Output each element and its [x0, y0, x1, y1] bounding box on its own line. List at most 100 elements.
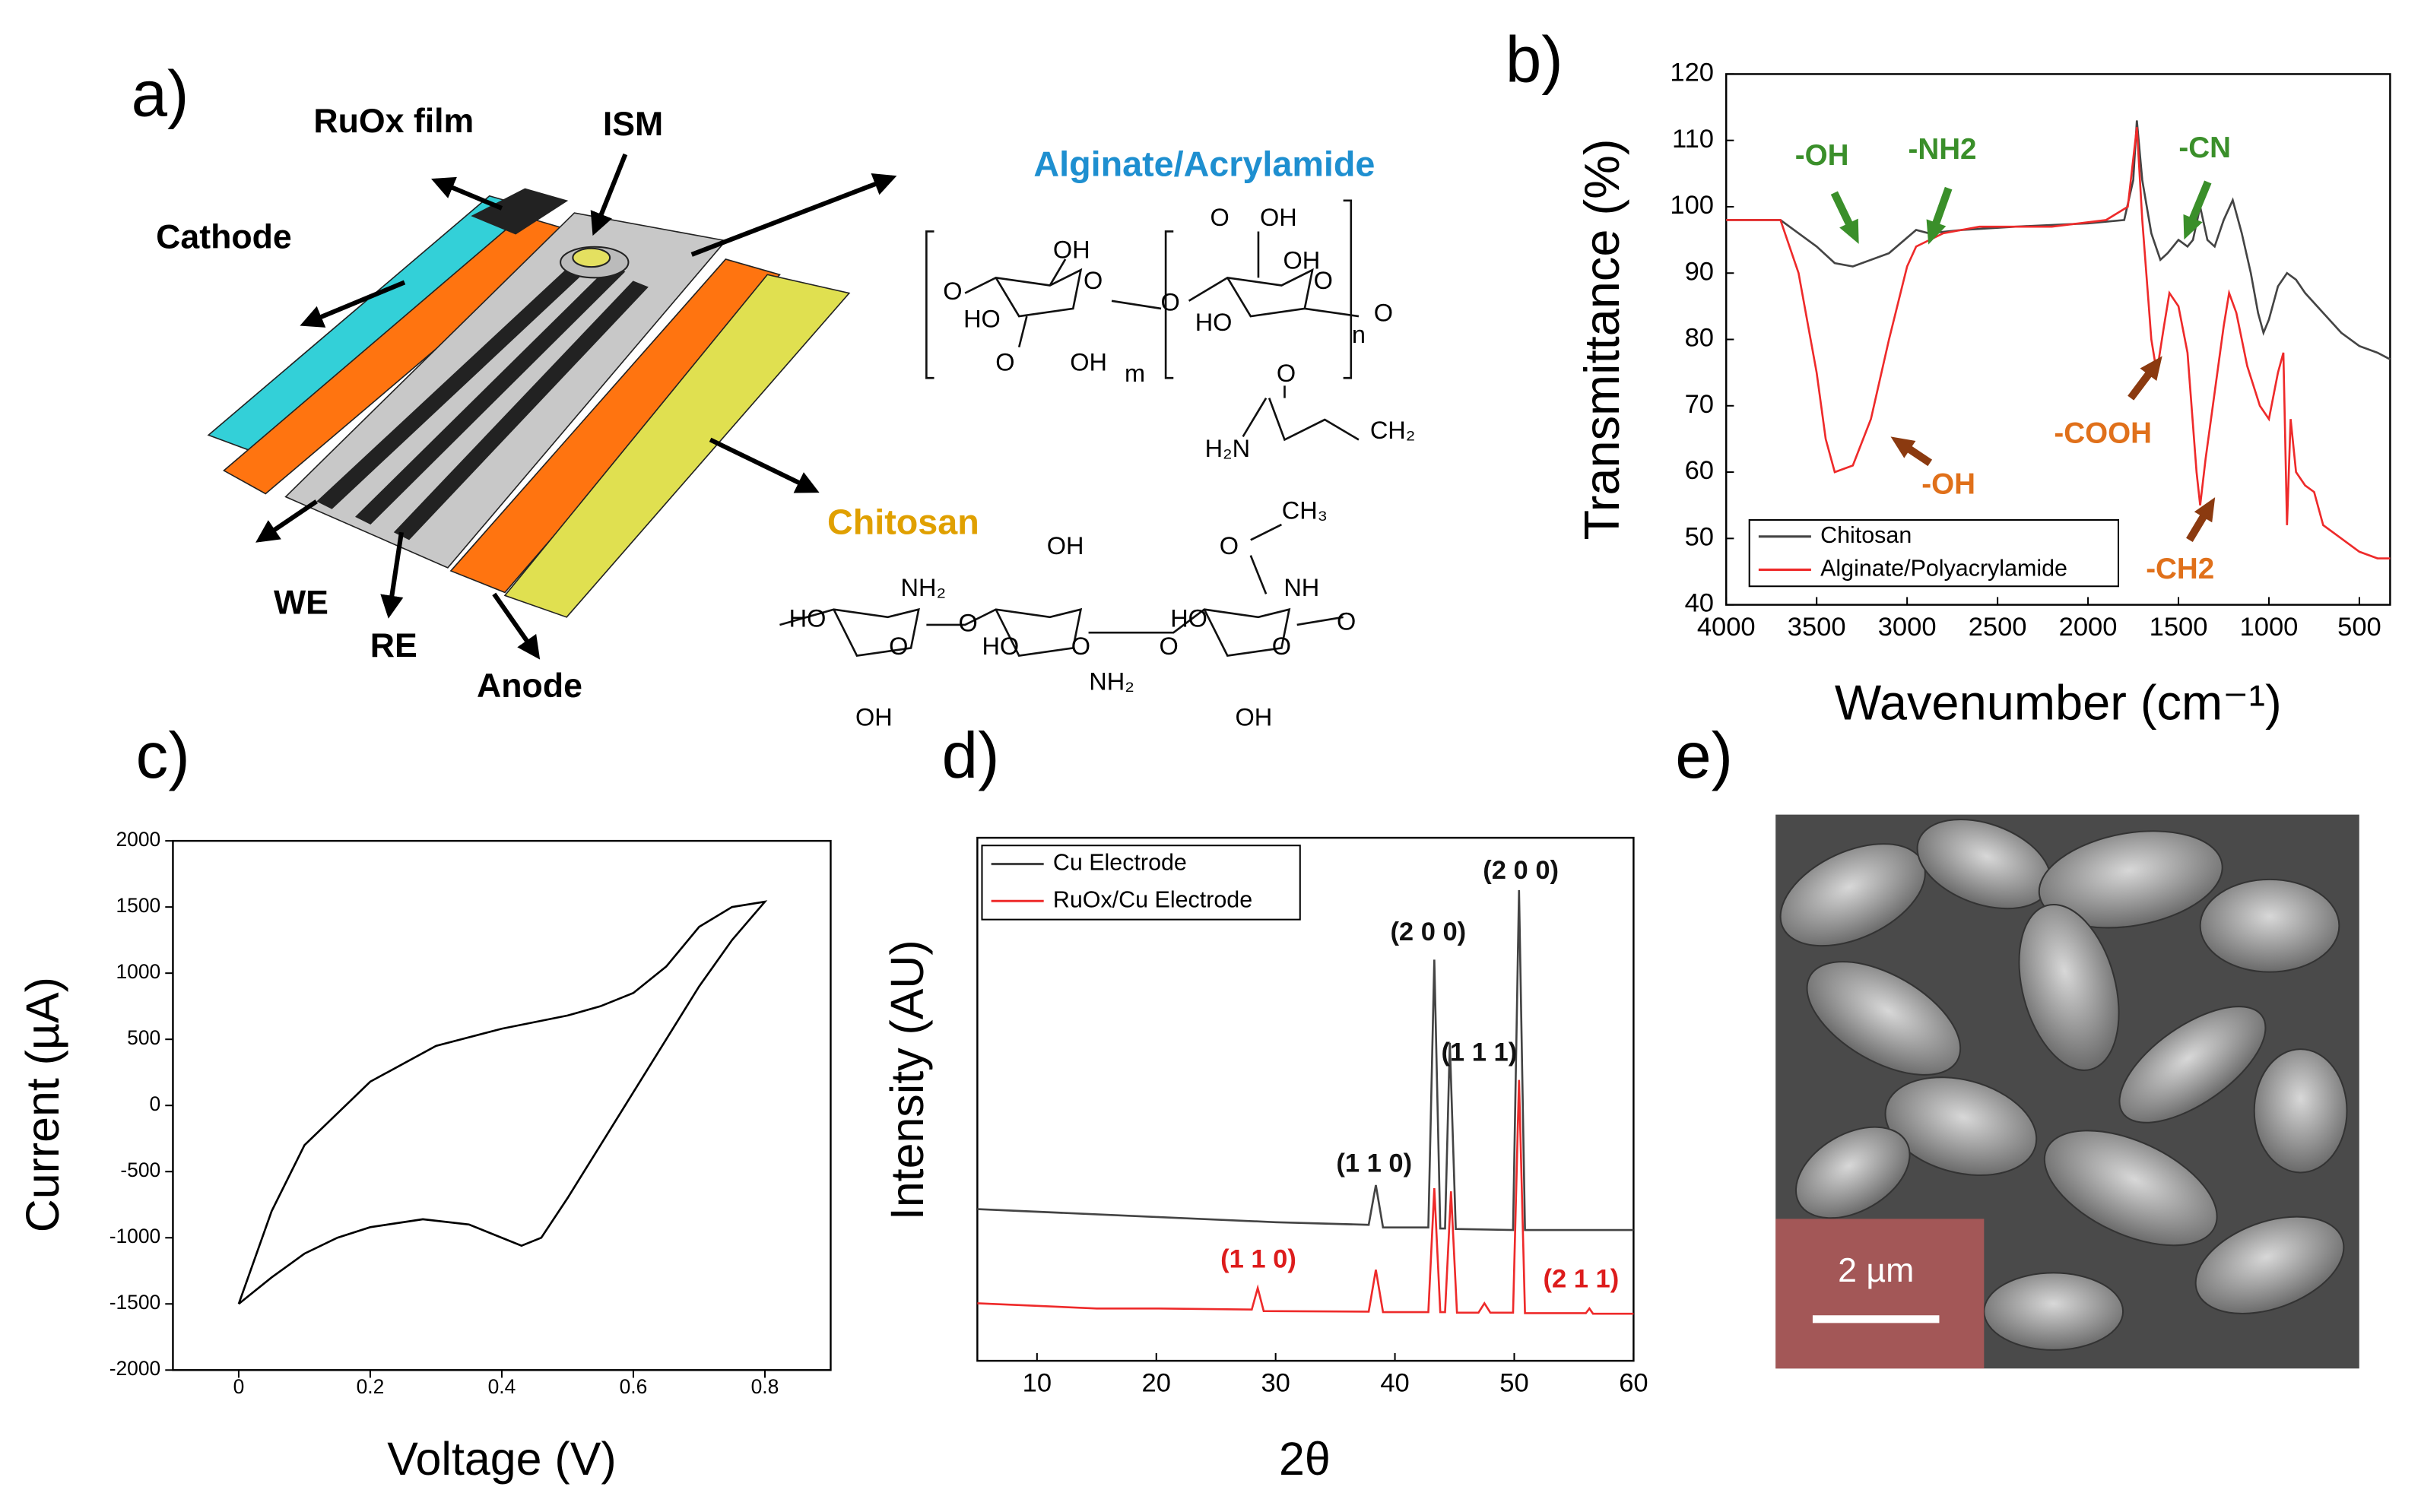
atom-label: OH [1260, 204, 1297, 231]
x-tick-label: 0.4 [488, 1375, 516, 1398]
y-axis-label: Transmittance (%) [1574, 138, 1629, 540]
structure-bonds [779, 199, 1360, 658]
x-axis-label: Voltage (V) [387, 1433, 616, 1485]
x-axis-label: 2θ [1279, 1433, 1331, 1485]
panel-label: d) [942, 720, 1000, 792]
annotation: -COOH [2054, 417, 2152, 450]
device-label: Cathode [156, 218, 292, 255]
y-tick-label: 60 [1685, 456, 1714, 485]
series-line [977, 1079, 1634, 1315]
y-tick-label: 40 [1685, 589, 1714, 618]
y-tick-label: 120 [1670, 59, 1714, 87]
panel-label: c) [136, 720, 190, 792]
y-tick-label: -1500 [109, 1291, 160, 1314]
x-tick-label: 0 [233, 1375, 245, 1398]
atom-label: OH [855, 703, 893, 731]
annotation-arrowhead [2183, 214, 2203, 240]
y-tick-label: 2000 [116, 828, 160, 851]
annotation: -CN [2178, 132, 2231, 164]
annotation: -OH [1921, 468, 1975, 501]
annotation-arrowhead [2140, 356, 2162, 381]
series-line [977, 889, 1634, 1231]
atom-label: m [1125, 360, 1145, 387]
y-tick-label: 50 [1685, 522, 1714, 551]
atom-label: O [1277, 360, 1296, 387]
panel-label: a) [132, 58, 189, 130]
scale-bar-label: 2 µm [1838, 1252, 1914, 1289]
atom-label: NH [1283, 574, 1319, 601]
x-axis-label: Wavenumber (cm⁻¹) [1835, 675, 2282, 731]
atom-label: O [1161, 288, 1180, 315]
micrograph: 2 µm [1775, 814, 2359, 1369]
panel-label: e) [1675, 720, 1733, 792]
annotation-arrowhead [1926, 219, 1947, 245]
annotation: (2 1 1) [1543, 1265, 1619, 1294]
device-label: WE [274, 584, 328, 621]
annotation-arrowhead [2194, 497, 2216, 523]
atom-label: O [1337, 608, 1356, 636]
atom-label: OH [1053, 236, 1090, 263]
x-tick-label: 0.8 [751, 1375, 779, 1398]
atom-label: O [889, 632, 908, 660]
x-tick-label: 40 [1380, 1368, 1409, 1397]
annotation: (1 1 1) [1441, 1038, 1517, 1067]
y-tick-label: 90 [1685, 257, 1714, 286]
x-tick-label: 10 [1023, 1368, 1052, 1397]
series-line [1726, 127, 2391, 559]
atom-label: HO [1170, 604, 1207, 632]
x-tick-label: 3000 [1878, 613, 1937, 642]
x-tick-label: 2500 [1969, 613, 2027, 642]
annotation: (1 1 0) [1336, 1149, 1412, 1178]
y-tick-label: 0 [150, 1092, 161, 1115]
legend-box [981, 845, 1301, 921]
annotation: -CH2 [2146, 553, 2214, 585]
chart: 4000 3500 3000 2500 2000 1500 1000 500 40 50 60 70 8… [1574, 59, 2391, 731]
atom-label: O [1210, 204, 1230, 231]
legend-label: Cu Electrode [1053, 850, 1187, 876]
y-tick-label: -500 [120, 1159, 160, 1181]
x-tick-label: 60 [1619, 1368, 1648, 1397]
annotation: (1 1 0) [1220, 1244, 1296, 1273]
series-line [237, 900, 768, 1305]
chart: 10 20 30 40 50 60 2θ Intensity (AU) Cu Electrode… [881, 836, 1648, 1485]
atom-label: HO [1195, 309, 1233, 336]
panel-label: b) [1506, 24, 1563, 97]
y-axis-label: Intensity (AU) [881, 940, 933, 1220]
atom-label: O [1374, 300, 1393, 327]
annotation: -NH2 [1908, 133, 1976, 166]
x-tick-label: 30 [1261, 1368, 1290, 1397]
x-tick-label: 500 [2337, 613, 2381, 642]
annotation-arrowhead [1890, 436, 1916, 458]
device-drawing [207, 153, 897, 660]
atom-label: O [1071, 632, 1090, 660]
plot-frame [976, 836, 1635, 1362]
x-tick-label: 1500 [2150, 613, 2208, 642]
atom-label: HO [789, 604, 827, 632]
x-tick-label: 0.2 [357, 1375, 385, 1398]
y-tick-label: 80 [1685, 324, 1714, 353]
atom-label: HO [982, 632, 1019, 660]
annotation: -OH [1795, 139, 1849, 172]
x-tick-label: 2000 [2059, 613, 2118, 642]
atom-label: H₂N [1205, 435, 1251, 462]
atom-label: HO [963, 306, 1001, 333]
y-tick-label: 1500 [116, 894, 160, 917]
y-tick-label: 110 [1672, 125, 1714, 154]
device-label: RE [370, 627, 417, 664]
chart: 0 0.2 0.4 0.6 0.8 -2000 -1500 -1000 -500 0 500 1000… [17, 828, 832, 1485]
y-tick-label: 100 [1670, 191, 1714, 220]
y-axis-label: Current (µA) [17, 977, 68, 1232]
annotation: (2 0 0) [1483, 856, 1559, 885]
y-tick-label: -2000 [109, 1357, 160, 1380]
atom-label: OH [1047, 532, 1084, 559]
atom-label: NH₂ [901, 574, 947, 601]
atom-label: O [943, 277, 962, 305]
atom-label: O [1314, 267, 1333, 294]
atom-label: CH₂ [1370, 417, 1416, 444]
y-tick-label: 500 [127, 1026, 160, 1049]
legend-label: Alginate/Polyacrylamide [1820, 555, 2067, 581]
x-tick-label: 4000 [1697, 613, 1756, 642]
annotation: (2 0 0) [1390, 918, 1466, 946]
